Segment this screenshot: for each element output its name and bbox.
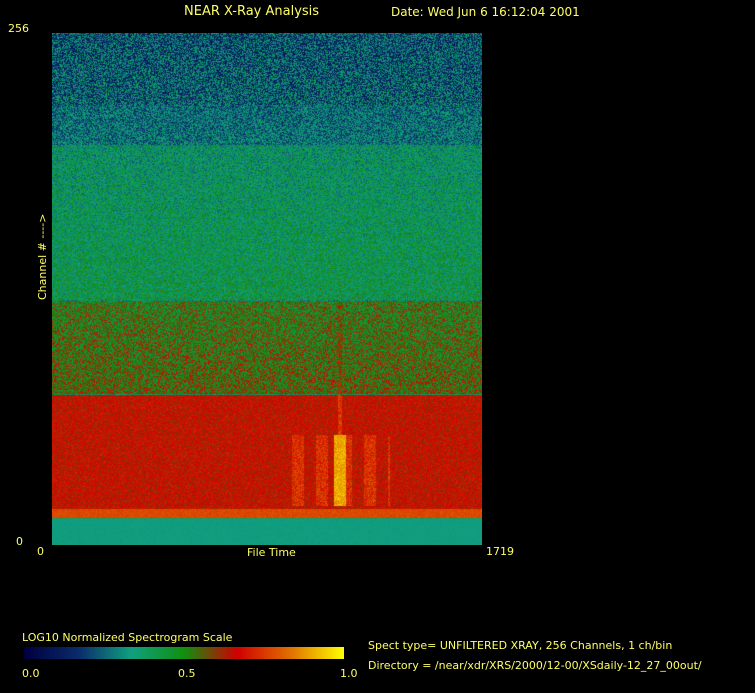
x-axis-label: File Time [247, 546, 296, 559]
colorscale-tick-05: 0.5 [178, 667, 196, 680]
date-label: Date: Wed Jun 6 16:12:04 2001 [391, 5, 580, 19]
colorscale-tick-0: 0.0 [22, 667, 40, 680]
y-tick-min: 0 [16, 535, 23, 548]
spect-type-label: Spect type= UNFILTERED XRAY, 256 Channel… [368, 639, 673, 652]
colorscale-tick-1: 1.0 [340, 667, 358, 680]
colorscale-bar [24, 647, 344, 659]
directory-label: Directory = /near/xdr/XRS/2000/12-00/XSd… [368, 659, 702, 672]
y-tick-max: 256 [8, 22, 29, 35]
colorscale-title: LOG10 Normalized Spectrogram Scale [22, 631, 233, 644]
x-tick-min: 0 [37, 545, 44, 558]
page-title: NEAR X-Ray Analysis [184, 4, 320, 19]
y-axis-label: Channel # ----> [36, 213, 49, 300]
spectrogram-heatmap [52, 33, 482, 545]
x-tick-max: 1719 [486, 545, 514, 558]
